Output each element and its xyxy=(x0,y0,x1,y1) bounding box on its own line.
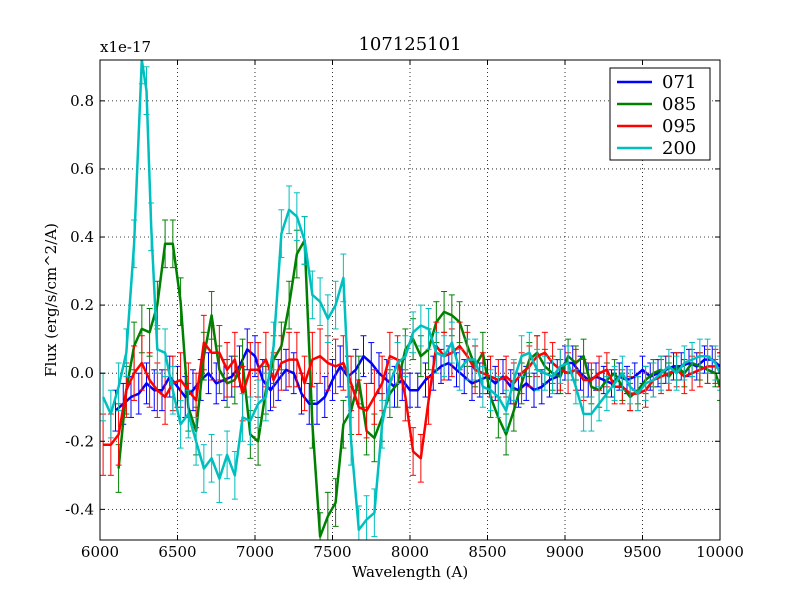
axis-ticks xyxy=(99,60,721,540)
legend-label-200: 200 xyxy=(662,138,696,159)
y-tick-label: 0.4 xyxy=(70,228,94,246)
chart-title: 107125101 xyxy=(358,34,461,55)
x-tick-label: 8000 xyxy=(391,543,429,561)
series-200 xyxy=(100,60,720,540)
legend-label-095: 095 xyxy=(662,116,696,137)
x-tick-label: 7500 xyxy=(313,543,351,561)
x-tick-label: 9000 xyxy=(546,543,584,561)
x-tick-label: 7000 xyxy=(236,543,274,561)
legend-label-071: 071 xyxy=(662,72,696,93)
y-tick-label: 0.8 xyxy=(70,92,94,110)
y-offset-label: x1e-17 xyxy=(100,38,151,56)
series-line-095 xyxy=(103,341,720,460)
y-tick-labels: -0.4 -0.2 0.0 0.2 0.4 0.6 0.8 xyxy=(65,92,94,519)
x-tick-label: 10000 xyxy=(696,543,744,561)
y-tick-label: -0.4 xyxy=(65,500,94,518)
y-tick-label: -0.2 xyxy=(65,432,94,450)
x-tick-label: 6000 xyxy=(81,543,119,561)
y-tick-label: 0.2 xyxy=(70,296,94,314)
y-tick-label: 0.6 xyxy=(70,160,94,178)
x-tick-label: 9500 xyxy=(623,543,661,561)
x-tick-label: 8500 xyxy=(468,543,506,561)
x-tick-label: 6500 xyxy=(158,543,196,561)
x-axis-label: Wavelength (A) xyxy=(352,563,468,581)
legend-box xyxy=(609,67,711,161)
x-tick-labels: 6000 6500 7000 7500 8000 8500 9000 9500 10000 xyxy=(81,543,744,561)
legend-label-085: 085 xyxy=(662,94,696,115)
y-axis-label: Flux (erg/s/cm^2/A) xyxy=(42,223,60,377)
series-line-200 xyxy=(101,60,720,532)
y-tick-label: 0.0 xyxy=(70,364,94,382)
series-layer xyxy=(100,60,720,540)
